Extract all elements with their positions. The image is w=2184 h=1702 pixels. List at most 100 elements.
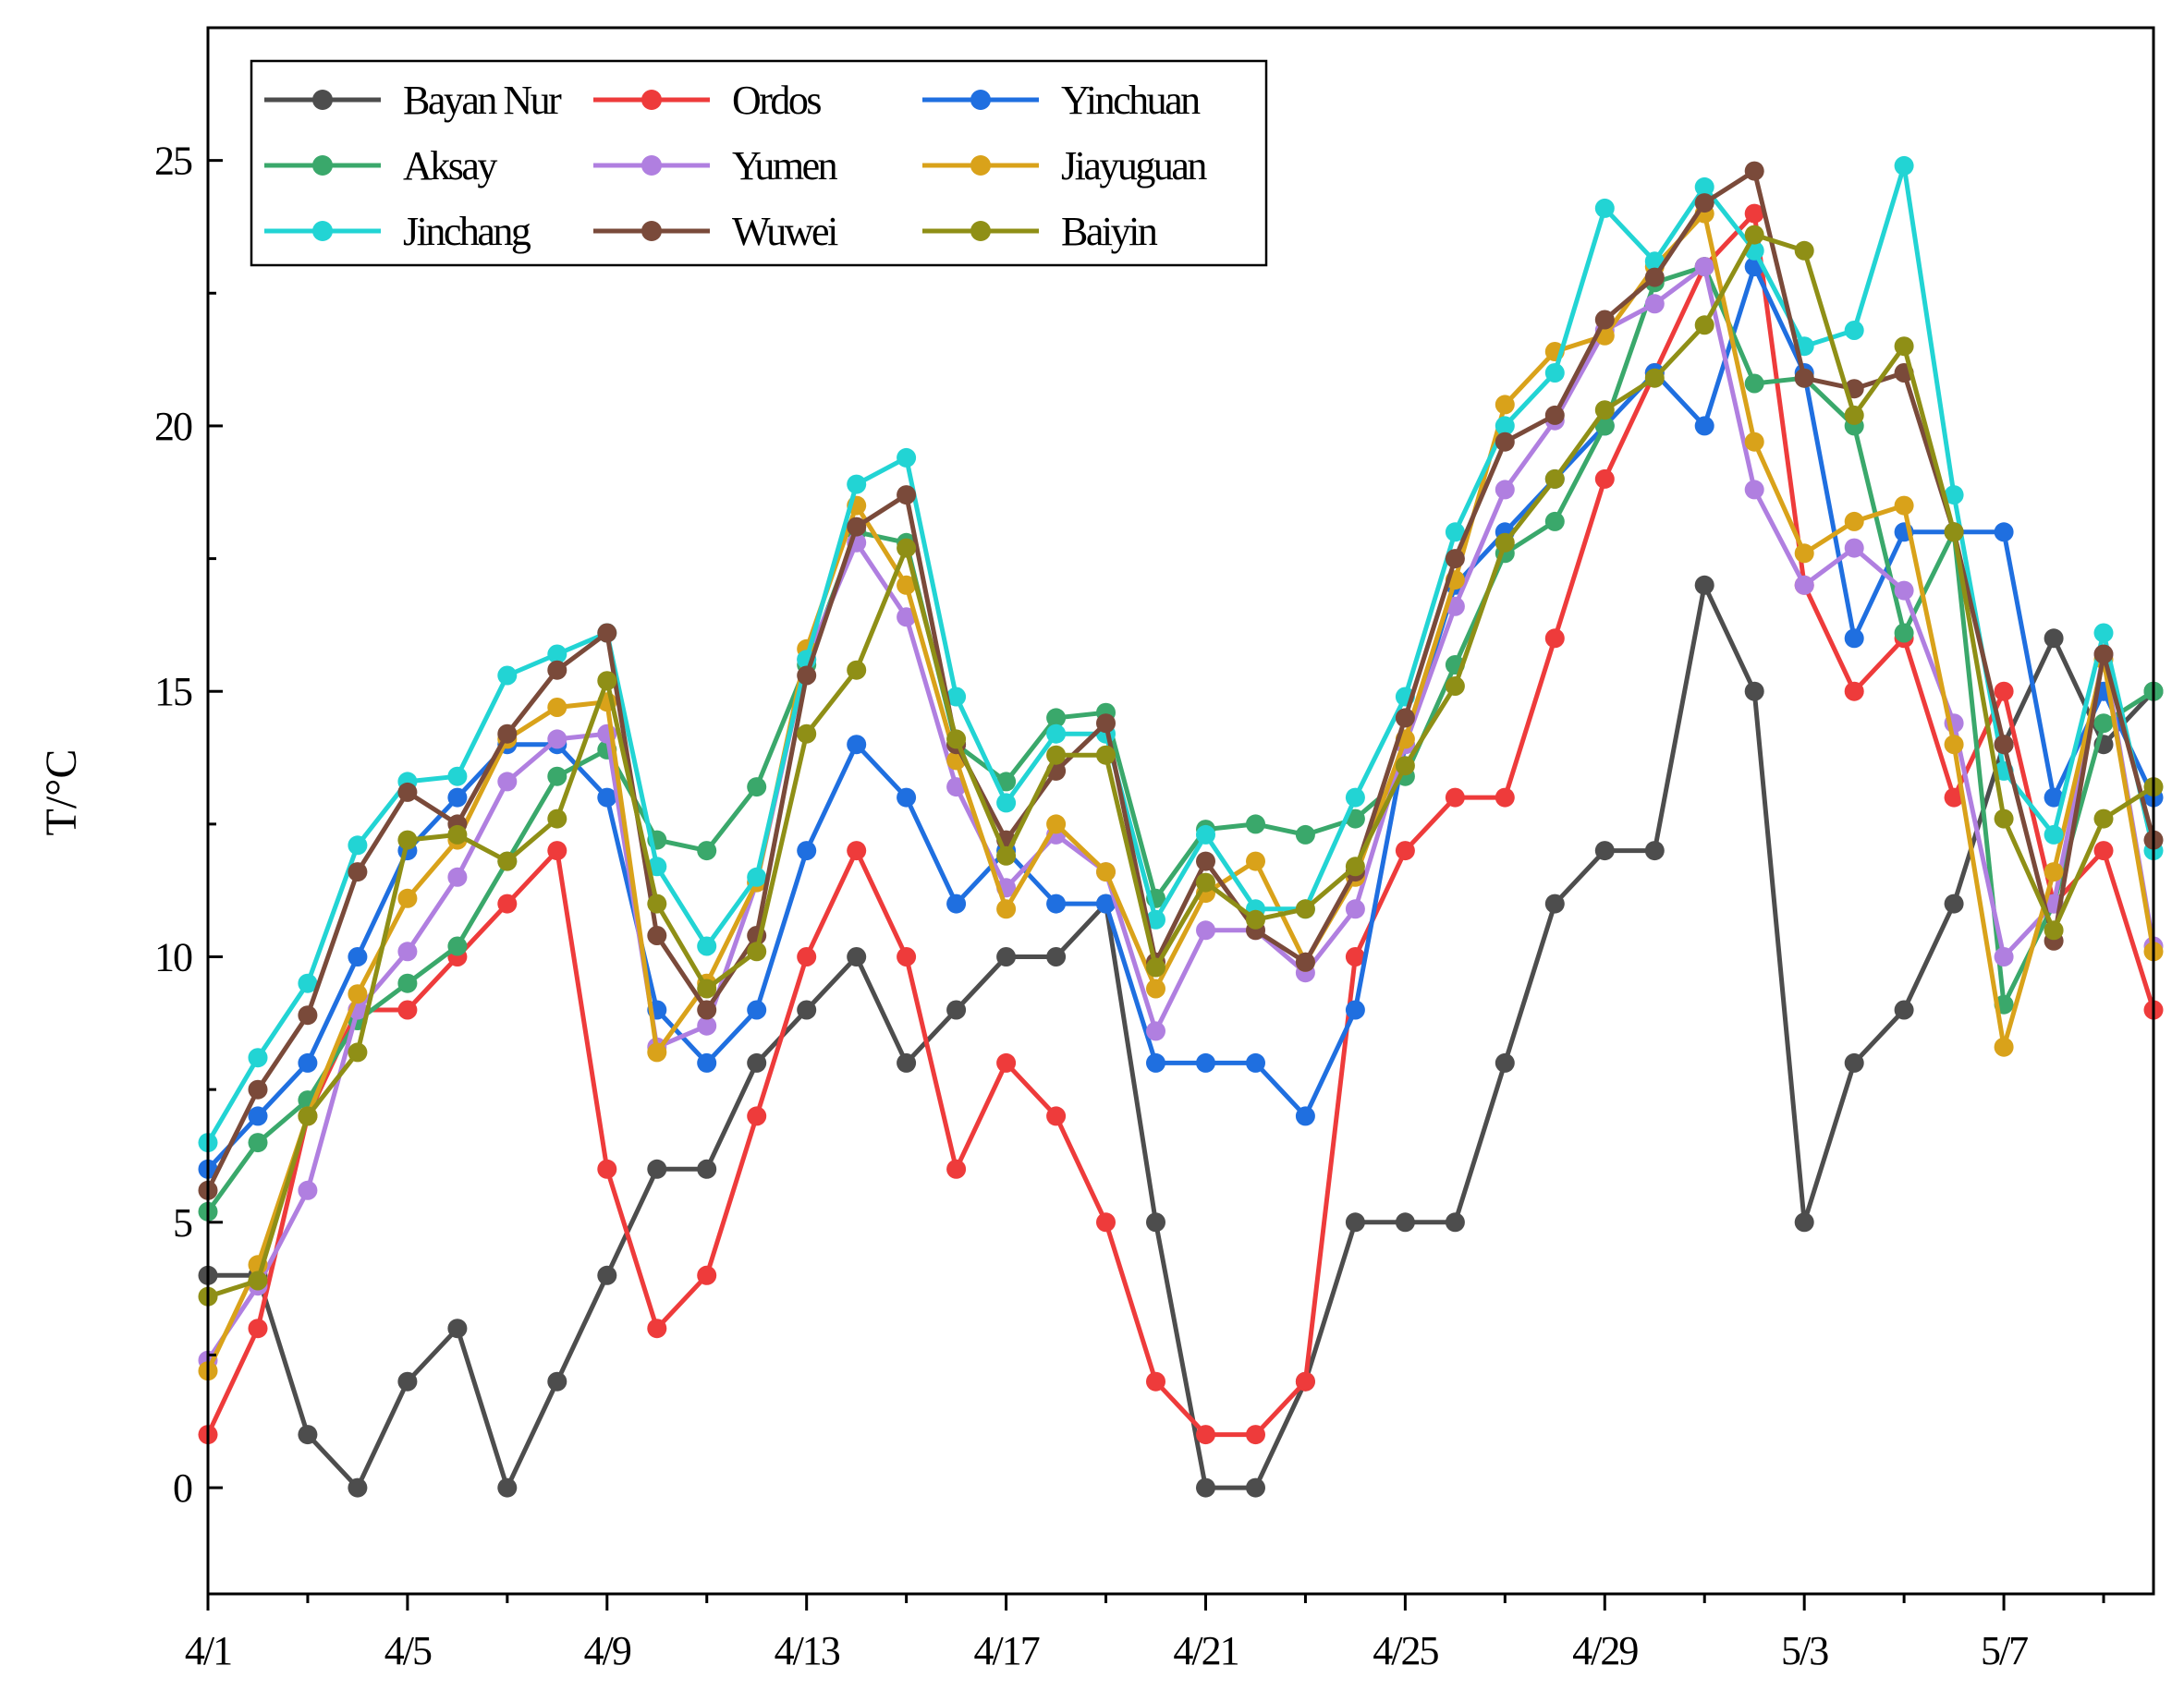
data-point-yinchuan <box>1345 1000 1365 1020</box>
data-point-yumen <box>1345 899 1365 919</box>
data-point-aksay <box>747 777 767 797</box>
data-point-baiyin <box>1794 240 1814 261</box>
data-point-jinchang <box>497 665 518 686</box>
data-point-baiyin <box>348 1042 368 1063</box>
data-point-baiyin <box>1146 957 1165 978</box>
data-point-yinchuan <box>2044 787 2064 808</box>
data-point-yumen <box>1744 480 1764 500</box>
series-line-baiyin <box>205 232 2156 1299</box>
data-point-wuwei <box>1096 713 1116 734</box>
data-point-yumen <box>1146 1021 1165 1041</box>
data-point-wuwei <box>1495 432 1515 452</box>
data-point-yinchuan <box>1146 1052 1165 1073</box>
legend-item-jiayuguan: Jiayuguan <box>922 143 1210 188</box>
data-point-jiayuguan <box>547 698 567 717</box>
data-point-baiyin <box>897 538 917 558</box>
data-point-bayan-nur <box>797 1000 817 1020</box>
x-tick-label: 4/29 <box>1572 1628 1638 1673</box>
data-point-wuwei <box>2093 644 2114 664</box>
data-point-baiyin <box>2093 808 2114 829</box>
data-point-yumen <box>1694 257 1714 277</box>
data-point-aksay <box>697 841 717 861</box>
data-point-jiayuguan <box>348 984 368 1004</box>
legend-item-jinchang: Jinchang <box>264 209 533 254</box>
data-point-yumen <box>447 867 468 887</box>
data-point-baiyin <box>1445 676 1465 696</box>
data-point-ordos <box>597 1159 617 1179</box>
data-point-bayan-nur <box>1345 1212 1365 1233</box>
legend-swatch-marker <box>312 221 333 241</box>
data-point-ordos <box>946 1159 967 1179</box>
data-point-jinchang <box>2093 623 2114 643</box>
data-point-baiyin <box>996 845 1017 866</box>
data-point-bayan-nur <box>1495 1052 1515 1073</box>
data-point-ordos <box>1495 787 1515 808</box>
data-point-ordos <box>1445 787 1465 808</box>
data-point-wuwei <box>1694 193 1714 213</box>
axis-layer: 0 5 10 15 20 25 4/1 4/5 4/9 4/13 4/17 4/21 4/25 4/29 5… <box>37 26 2155 1673</box>
data-point-aksay <box>1894 623 1914 643</box>
data-point-jiayuguan <box>1994 1037 2014 1057</box>
data-point-ordos <box>847 841 867 861</box>
data-point-ordos <box>248 1319 268 1339</box>
data-point-ordos <box>1345 947 1365 966</box>
legend-label: Wuwei <box>732 209 838 254</box>
data-point-wuwei <box>1544 405 1565 425</box>
data-point-aksay <box>1246 814 1265 834</box>
data-point-ordos <box>1544 628 1565 649</box>
data-point-ordos <box>397 1000 418 1020</box>
data-point-jiayuguan <box>1246 851 1265 871</box>
data-point-yumen <box>497 772 518 792</box>
data-point-baiyin <box>1096 745 1116 765</box>
legend-label: Aksay <box>403 143 497 188</box>
data-point-ordos <box>1146 1371 1165 1392</box>
data-point-jinchang <box>1345 787 1365 808</box>
y-tick-label: 5 <box>173 1200 192 1246</box>
x-tick-label: 4/25 <box>1373 1628 1438 1673</box>
data-point-yumen <box>298 1180 318 1200</box>
data-point-aksay <box>1046 708 1067 728</box>
data-point-baiyin <box>397 830 418 850</box>
data-point-baiyin <box>1246 909 1265 930</box>
data-point-ordos <box>697 1265 717 1285</box>
legend-label: Yumen <box>732 143 838 188</box>
x-tick-label: 5/3 <box>1781 1628 1828 1673</box>
series-layer <box>198 155 2164 1498</box>
data-point-jinchang <box>747 867 767 887</box>
legend-swatch-marker <box>970 221 991 241</box>
y-tick-label: 25 <box>154 139 192 184</box>
data-point-ordos <box>1295 1371 1315 1392</box>
data-point-bayan-nur <box>547 1371 567 1392</box>
data-point-baiyin <box>1744 225 1764 245</box>
data-point-bayan-nur <box>1146 1212 1165 1233</box>
x-tick-label: 5/7 <box>1981 1628 2028 1673</box>
data-point-baiyin <box>1644 368 1665 388</box>
data-point-bayan-nur <box>348 1477 368 1498</box>
data-point-baiyin <box>797 723 817 744</box>
data-point-bayan-nur <box>1445 1212 1465 1233</box>
data-point-aksay <box>397 973 418 993</box>
data-point-jiayuguan <box>1944 735 1964 755</box>
data-point-baiyin <box>1196 872 1215 893</box>
data-point-ordos <box>497 894 518 914</box>
data-point-yumen <box>397 942 418 962</box>
data-point-wuwei <box>348 862 368 882</box>
data-point-baiyin <box>1345 857 1365 877</box>
legend-label: Bayan Nur <box>403 78 562 123</box>
data-point-aksay <box>447 936 468 956</box>
data-point-yumen <box>547 729 567 749</box>
data-point-baiyin <box>1046 745 1067 765</box>
data-point-bayan-nur <box>1894 1000 1914 1020</box>
data-point-baiyin <box>1495 532 1515 553</box>
data-point-wuwei <box>697 1000 717 1020</box>
data-point-aksay <box>1594 416 1615 436</box>
data-point-wuwei <box>397 782 418 802</box>
data-point-jiayuguan <box>1495 395 1515 415</box>
series-line-wuwei <box>205 168 2156 1193</box>
data-point-jinchang <box>897 447 917 468</box>
series-wuwei <box>198 161 2164 1200</box>
data-point-jinchang <box>1894 155 1914 176</box>
y-tick-label: 15 <box>154 669 192 714</box>
data-point-baiyin <box>1894 336 1914 357</box>
